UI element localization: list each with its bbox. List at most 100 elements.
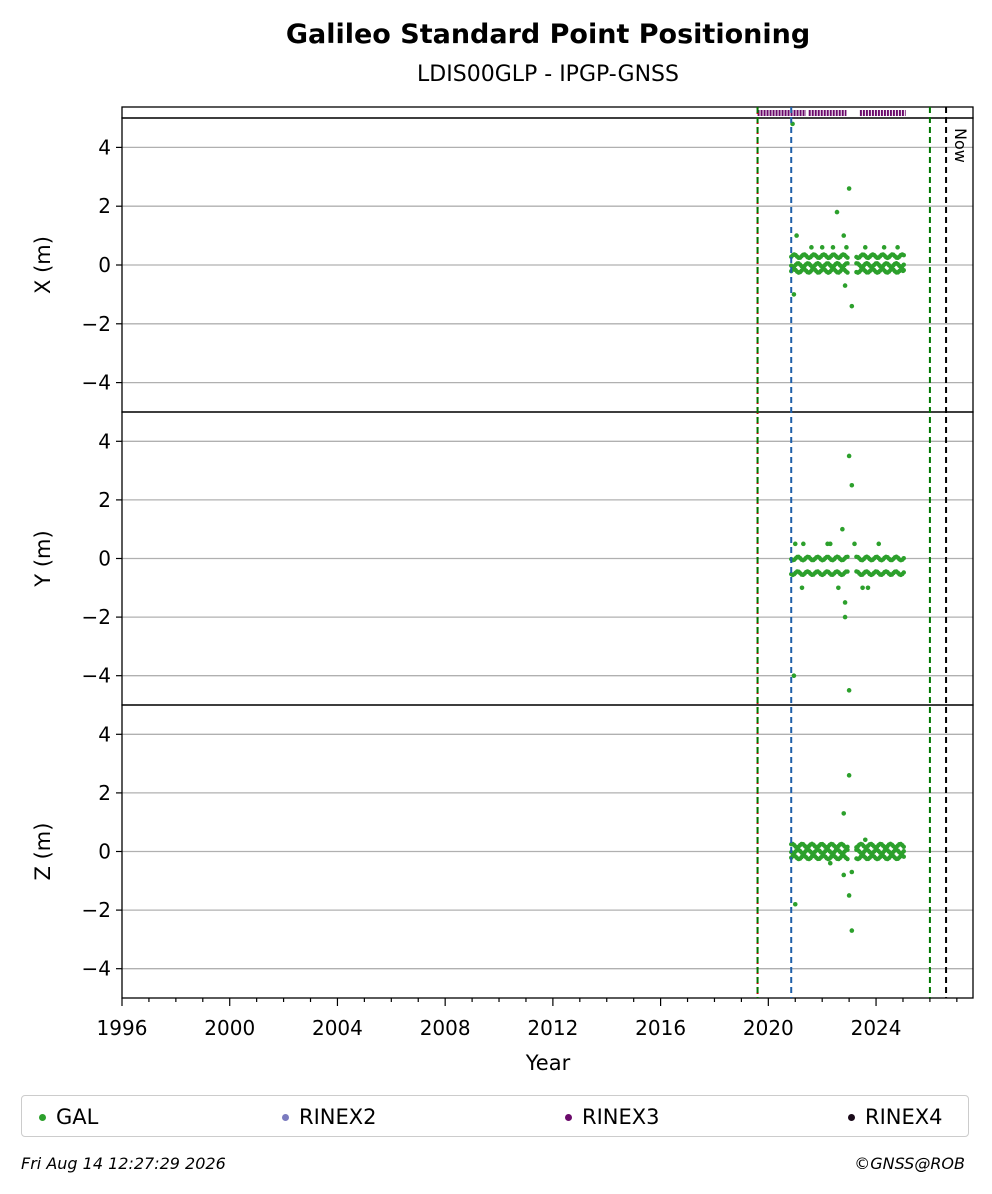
y-tick-label: 4 [98,135,111,159]
y-tick-label: 0 [98,547,111,571]
data-point [901,253,906,258]
legend-item-rinex4: RINEX4 [848,1105,943,1129]
data-point [846,773,852,778]
data-point [846,893,852,898]
data-point [801,541,806,547]
data-point [809,245,814,250]
y-axis-label: Z (m) [31,823,55,881]
data-point [849,482,855,488]
x-tick-label: 2024 [851,1016,902,1040]
legend-label: RINEX3 [582,1105,660,1129]
legend-label: GAL [56,1105,99,1129]
y-tick-label: −4 [82,371,111,395]
legend-marker-rinex2 [282,1113,289,1121]
chart-title: Galileo Standard Point Positioning [286,19,810,50]
data-point [842,614,848,620]
data-point [827,541,833,547]
data-point [852,541,857,547]
y-tick-label: −2 [82,898,111,922]
data-point [901,570,906,575]
data-point [791,673,797,678]
y-tick-label: 2 [98,488,111,512]
chart-subtitle: LDIS00GLP - IPGP-GNSS [417,62,679,87]
data-point [842,600,848,605]
data-point [862,245,868,250]
x-tick-label: 2000 [204,1016,255,1040]
data-point [849,303,855,309]
data-point [846,186,852,191]
data-point [845,844,850,850]
panel-frame [121,704,974,999]
data-point [845,569,850,574]
data-point [849,928,855,933]
data-point [791,292,797,297]
data-point [865,585,871,591]
data-point [901,854,906,859]
data-point [834,209,840,215]
data-point [901,262,906,267]
x-tick-label: 2012 [527,1016,578,1040]
y-tick-label: 2 [98,781,111,805]
data-point [819,245,825,250]
y-axis-label: Y (m) [31,530,55,587]
data-point [845,261,850,266]
data-point [862,837,868,843]
footer-date: Fri Aug 14 12:27:29 2026 [21,1154,226,1173]
chart: Galileo Standard Point Positioning LDIS00… [31,19,974,1075]
data-point [841,233,847,238]
data-point [845,554,850,560]
data-point [844,245,849,250]
x-tick-label: 2008 [420,1016,471,1040]
data-point [901,556,906,561]
legend-label: RINEX2 [299,1105,377,1129]
y-tick-label: 0 [98,840,111,864]
data-point [901,844,906,849]
data-point [845,270,850,275]
data-point [830,245,836,250]
data-point [836,585,841,591]
data-point [901,849,906,854]
data-point [895,245,900,250]
data-point [799,585,805,591]
data-point [846,688,852,693]
y-tick-label: 2 [98,194,111,218]
y-tick-label: 4 [98,722,111,746]
data-point [845,255,850,260]
y-tick-label: −2 [82,312,111,336]
data-point [846,453,852,459]
data-point [845,856,850,862]
x-tick-label: 1996 [97,1016,148,1040]
legend: GAL RINEX2 RINEX3 RINEX4 [21,1095,969,1137]
x-tick-label: 2004 [312,1016,363,1040]
data-point [876,541,882,547]
y-tick-label: −4 [82,664,111,688]
legend-label: RINEX4 [865,1105,943,1129]
legend-item-rinex2: RINEX2 [282,1105,377,1129]
data-point [794,233,799,238]
data-point [792,541,798,547]
now-label: Now [951,128,970,163]
x-axis-label: Year [525,1051,571,1075]
data-point [841,811,847,816]
data-point [900,268,906,274]
legend-marker-rinex3 [565,1113,572,1121]
y-tick-label: 4 [98,429,111,453]
data-point [849,869,855,875]
legend-item-gal: GAL [39,1105,98,1129]
legend-marker-gal [39,1113,46,1121]
data-point [792,901,798,907]
data-point [842,283,848,288]
legend-marker-rinex4 [848,1113,855,1121]
y-tick-label: 0 [98,253,111,277]
y-tick-label: −2 [82,605,111,629]
footer-copyright: ©GNSS@ROB [854,1154,965,1173]
legend-item-rinex3: RINEX3 [565,1105,660,1129]
data-point [881,245,887,250]
data-point [860,585,865,591]
data-point [840,526,845,532]
y-axis-label: X (m) [31,236,55,294]
data-point [841,872,847,878]
data-point [827,860,833,866]
x-tick-label: 2020 [743,1016,794,1040]
y-tick-label: −4 [82,957,111,981]
